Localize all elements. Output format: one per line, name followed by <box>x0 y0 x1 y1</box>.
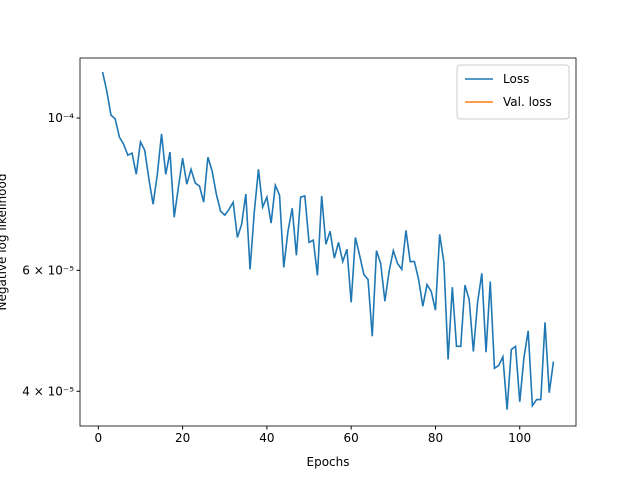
line <box>101 71 555 410</box>
x-tick-label: 20 <box>175 431 190 445</box>
legend-label: Loss <box>503 72 529 86</box>
y-tick-label: 6 × 10⁻⁵ <box>22 263 74 277</box>
x-tick-label: 0 <box>95 431 103 445</box>
x-tick-label: 100 <box>508 431 531 445</box>
x-axis-label: Epochs <box>307 455 350 469</box>
x-tick-label: 80 <box>428 431 443 445</box>
x-tick-label: 60 <box>344 431 359 445</box>
y-tick-label: 4 × 10⁻⁵ <box>22 384 74 398</box>
y-tick-label: 10⁻⁴ <box>48 111 75 125</box>
plot-frame <box>79 57 577 427</box>
legend-label: Val. loss <box>503 95 552 109</box>
y-axis-label: Negative log likelihood <box>0 174 9 311</box>
x-tick-label: 40 <box>259 431 274 445</box>
